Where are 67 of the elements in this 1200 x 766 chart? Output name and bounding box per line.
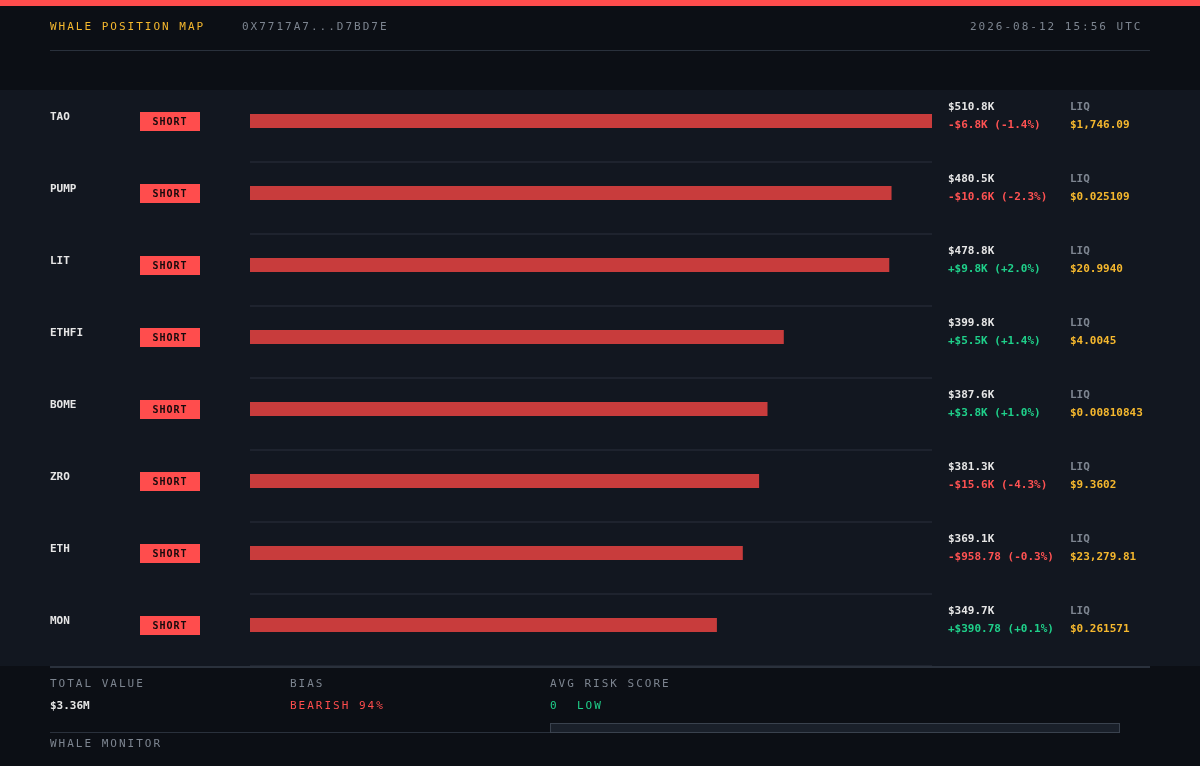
text: LOW (577, 699, 603, 713)
bar (250, 618, 717, 632)
text: AVG RISK SCORE (550, 677, 671, 691)
text: +$9.8K (+2.0%) (948, 262, 1041, 276)
bar (250, 402, 768, 416)
text: +$390.78 (+0.1%) (948, 622, 1054, 636)
data-label: $381.3K (948, 460, 995, 474)
data-label: $399.8K (948, 316, 995, 330)
bar (250, 546, 743, 560)
bar (250, 474, 760, 488)
tag-badge: SHORT (140, 400, 200, 419)
tag-badge: SHORT (140, 184, 200, 203)
text: LIQ (1070, 460, 1090, 474)
y-tick-label: MON (50, 613, 70, 627)
text: TOTAL VALUE (50, 677, 145, 691)
tag-badge: SHORT (140, 112, 200, 131)
bar (250, 186, 892, 200)
y-tick-label: LIT (50, 253, 71, 267)
text: +$5.5K (+1.4%) (948, 334, 1041, 348)
data-label: $478.8K (948, 244, 995, 258)
text: $1,746.09 (1070, 118, 1130, 132)
text: LIQ (1070, 172, 1090, 186)
text: $9.3602 (1070, 478, 1117, 492)
data-label: $387.6K (948, 388, 995, 402)
data-label: $349.7K (948, 604, 995, 618)
text: 0 (550, 699, 559, 713)
y-tick-label: ETH (50, 541, 70, 555)
y-tick-label: TAO (50, 109, 71, 123)
chart-subtitle: 0X7717A7...D7BD7E (242, 20, 389, 34)
tag-badge: SHORT (140, 616, 200, 635)
text: $4.0045 (1070, 334, 1117, 348)
tag-badge: SHORT (140, 472, 200, 491)
text: 2026-08-12 15:56 UTC (970, 20, 1143, 34)
text: -$6.8K (-1.4%) (948, 118, 1041, 132)
text: BIAS (290, 677, 325, 691)
text: -$10.6K (-2.3%) (948, 190, 1048, 204)
text: LIQ (1070, 388, 1090, 402)
text: LIQ (1070, 316, 1090, 330)
data-label: $480.5K (948, 172, 995, 186)
text: $3.36M (50, 699, 90, 713)
bar (250, 258, 890, 272)
y-tick-label: BOME (50, 397, 77, 411)
text: BEARISH 94% (290, 699, 385, 713)
text: $23,279.81 (1070, 550, 1137, 564)
tag-badge: SHORT (140, 328, 200, 347)
data-label: $510.8K (948, 100, 995, 114)
text: $0.00810843 (1070, 406, 1143, 420)
text: -$958.78 (-0.3%) (948, 550, 1054, 564)
text: WHALE MONITOR (50, 737, 163, 751)
bar (250, 114, 932, 128)
text: $0.025109 (1070, 190, 1130, 204)
y-tick-label: PUMP (50, 181, 77, 195)
text: -$15.6K (-4.3%) (948, 478, 1048, 492)
text: LIQ (1070, 244, 1090, 258)
tag-badge: SHORT (140, 544, 200, 563)
text: LIQ (1070, 100, 1090, 114)
text: LIQ (1070, 532, 1090, 546)
text: WHALE POSITION MAP (50, 20, 206, 34)
bar (250, 330, 784, 344)
text: LIQ (1070, 604, 1090, 618)
tag-badge: SHORT (140, 256, 200, 275)
text: $0.261571 (1070, 622, 1130, 636)
text: $20.9940 (1070, 262, 1123, 276)
text: +$3.8K (+1.0%) (948, 406, 1041, 420)
data-label: $369.1K (948, 532, 995, 546)
y-tick-label: ZRO (50, 469, 71, 483)
y-tick-label: ETHFI (50, 325, 84, 339)
